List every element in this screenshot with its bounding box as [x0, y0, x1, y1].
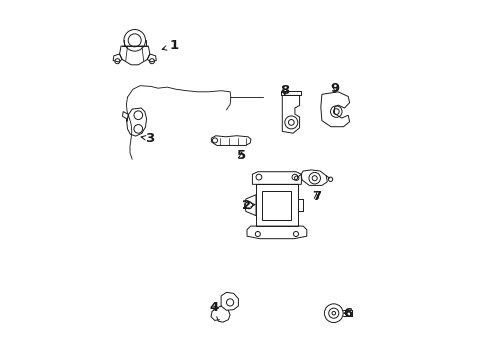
Text: 6: 6 [343, 307, 352, 320]
Text: 8: 8 [280, 84, 289, 97]
Bar [262, 191, 291, 220]
Text: 4: 4 [209, 301, 219, 314]
Text: 7: 7 [311, 190, 321, 203]
Text: 9: 9 [330, 82, 339, 95]
Bar [256, 184, 297, 226]
Text: 1: 1 [162, 39, 179, 52]
Text: 3: 3 [141, 132, 155, 145]
Text: 5: 5 [237, 149, 245, 162]
Text: 2: 2 [241, 199, 254, 212]
